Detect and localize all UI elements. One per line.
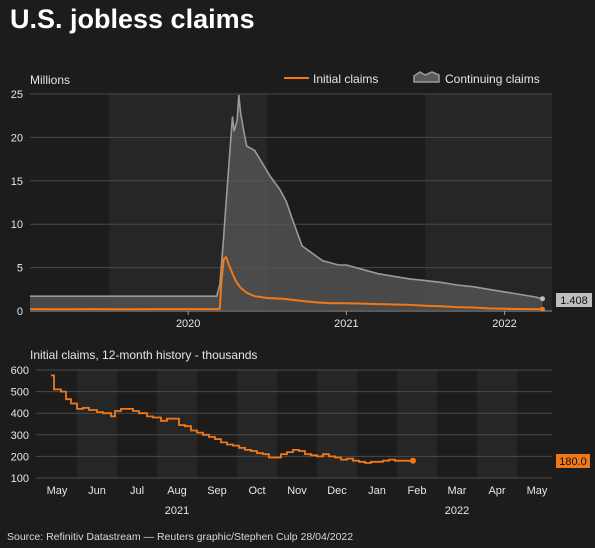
x-tick-label: Apr: [488, 485, 505, 497]
y-gridlines: [36, 369, 552, 479]
month-band: [477, 370, 517, 478]
x-tick-label: May: [527, 485, 548, 497]
x-tick-label: Nov: [287, 485, 307, 497]
series-layer: [51, 374, 416, 464]
source-note: Source: Refinitiv Datastream — Reuters g…: [7, 531, 354, 543]
axis-labels: 0 5 10 15 20 25 2020 2021 2022: [11, 89, 517, 330]
legend: Initial claims Continuing claims: [284, 71, 540, 86]
initial-claims-history-chart: Initial claims, 12-month history - thous…: [11, 348, 590, 517]
x-tick-label: 2020: [176, 318, 200, 330]
y-axis-label: Millions: [30, 73, 70, 87]
x-tick-label: May: [47, 485, 68, 497]
history-chart-title: Initial claims, 12-month history - thous…: [30, 348, 257, 362]
x-tick-label: Jun: [88, 485, 106, 497]
history-end-value-text: 180.0: [559, 456, 587, 468]
legend-continuing-label: Continuing claims: [445, 72, 540, 86]
history-end-value-box: [556, 454, 590, 468]
initial-end-dot: [540, 306, 546, 312]
year-label: 2021: [165, 505, 189, 517]
y-tick-label: 10: [11, 219, 23, 231]
continuing-claims-line: [30, 94, 543, 300]
month-band: [77, 370, 117, 478]
y-tick-label: 300: [11, 430, 29, 442]
x-tick-label: 2022: [492, 318, 516, 330]
history-end-value-badge: 180.0: [556, 454, 590, 468]
year-label: 2022: [445, 505, 469, 517]
end-value-text: 1.408: [560, 295, 588, 307]
y-tick-label: 25: [11, 89, 23, 101]
continuing-and-initial-claims-chart: 0 5 10 15 20 25 2020 2021 2022 Millions Initial …: [11, 71, 592, 330]
month-band: [317, 370, 357, 478]
page-title: U.S. jobless claims: [10, 4, 255, 34]
initial-claims-line: [29, 255, 543, 311]
y-tick-label: 15: [11, 176, 23, 188]
month-bands: [77, 370, 517, 478]
x-tick-label: Feb: [408, 485, 427, 497]
y-tick-label: 200: [11, 451, 29, 463]
end-value-badge: 1.408: [556, 293, 592, 307]
y-tick-label: 100: [11, 473, 29, 485]
series-layer: [29, 94, 546, 312]
month-band: [397, 370, 437, 478]
y-tick-label: 600: [11, 365, 29, 377]
y-tick-label: 400: [11, 408, 29, 420]
y-tick-label: 5: [17, 263, 23, 275]
x-tick-label: Jan: [368, 485, 386, 497]
y-tick-label: 500: [11, 387, 29, 399]
continuing-end-dot: [540, 296, 546, 302]
legend-initial-label: Initial claims: [313, 72, 378, 86]
initial-claims-history-line: [51, 374, 413, 464]
x-tick-label: Aug: [167, 485, 187, 497]
band-2022: [425, 94, 552, 311]
legend-continuing-swatch: [413, 71, 440, 83]
end-value-box: [556, 293, 592, 307]
y-tick-label: 0: [17, 306, 23, 318]
y-tick-label: 20: [11, 132, 23, 144]
history-end-dot: [410, 457, 416, 464]
x-tick-label: Mar: [448, 485, 467, 497]
x-tick-label: Oct: [248, 485, 265, 497]
x-tick-label: Sep: [207, 485, 227, 497]
x-tick-label: Dec: [327, 485, 347, 497]
axis-labels: 100 200 300 400 500 600 May Jun Jul Aug Sep Oct Nov D…: [11, 365, 548, 517]
month-band: [237, 370, 277, 478]
x-tick-label: 2021: [334, 318, 358, 330]
month-band: [157, 370, 197, 478]
x-tick-label: Jul: [130, 485, 144, 497]
